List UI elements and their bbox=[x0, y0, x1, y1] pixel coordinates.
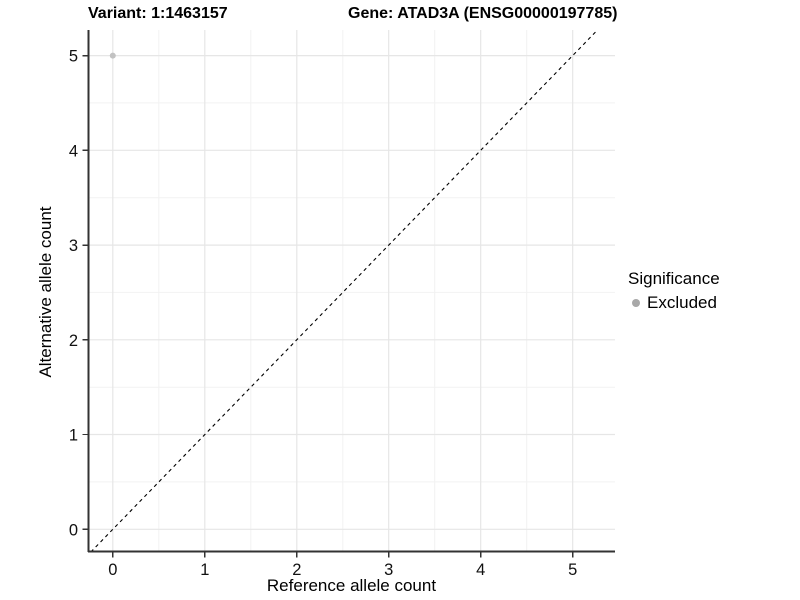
legend-item-label: Excluded bbox=[647, 293, 717, 312]
legend: Significance Excluded bbox=[628, 269, 720, 313]
svg-text:3: 3 bbox=[384, 561, 393, 579]
svg-text:0: 0 bbox=[108, 561, 117, 579]
plot-title-variant: Variant: 1:1463157 bbox=[88, 5, 228, 22]
svg-text:4: 4 bbox=[69, 142, 78, 160]
svg-text:3: 3 bbox=[69, 237, 78, 255]
svg-text:1: 1 bbox=[69, 427, 78, 445]
svg-text:2: 2 bbox=[69, 332, 78, 350]
legend-item-excluded: Excluded bbox=[628, 293, 720, 313]
y-axis-title: Alternative allele count bbox=[36, 206, 55, 378]
legend-title: Significance bbox=[628, 269, 720, 288]
svg-text:5: 5 bbox=[568, 561, 577, 579]
svg-text:1: 1 bbox=[200, 561, 209, 579]
svg-text:5: 5 bbox=[69, 48, 78, 66]
x-axis-title: Reference allele count bbox=[266, 576, 437, 595]
plot-title-gene: Gene: ATAD3A (ENSG00000197785) bbox=[348, 5, 618, 22]
excluded-point-icon bbox=[632, 299, 640, 307]
svg-text:2: 2 bbox=[292, 561, 301, 579]
plot-panel: 0 1 2 3 4 5 0 1 2 3 4 5 bbox=[69, 29, 615, 579]
svg-text:4: 4 bbox=[476, 561, 485, 579]
svg-text:0: 0 bbox=[69, 521, 78, 539]
